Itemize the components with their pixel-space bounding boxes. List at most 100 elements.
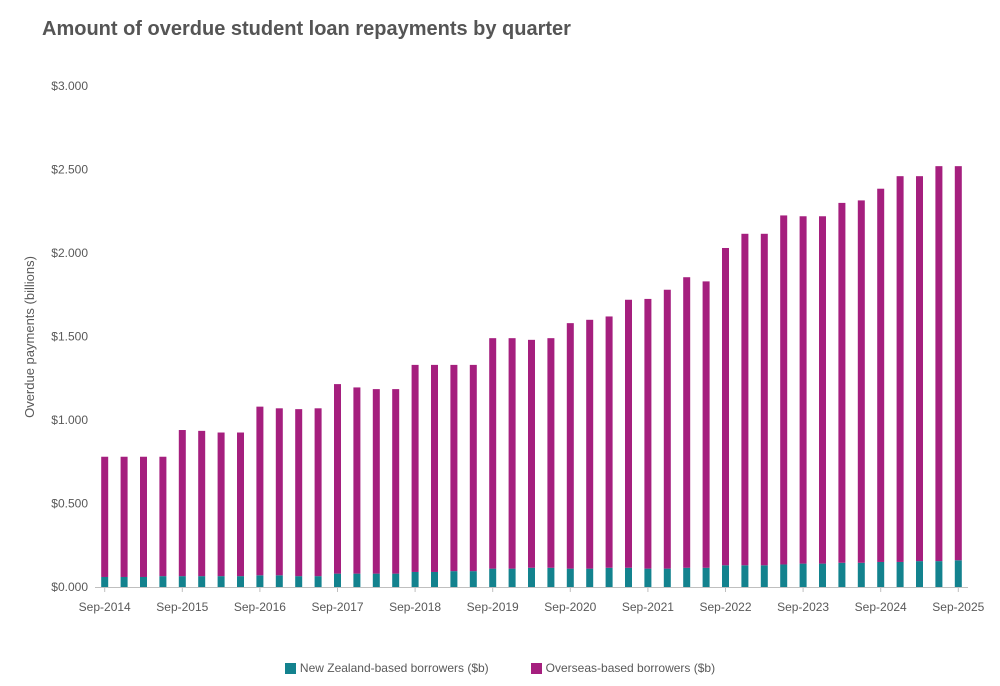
y-tick-label: $2.000	[51, 246, 88, 260]
bar-nz-segment	[702, 567, 710, 587]
bar-overseas-segment	[799, 216, 807, 564]
bar-nz-segment	[780, 564, 788, 587]
y-tick-label: $0.000	[51, 580, 88, 594]
y-axis-label: Overdue payments (billions)	[22, 256, 37, 418]
y-tick-label: $3.000	[51, 79, 88, 93]
bar-nz-segment	[547, 567, 555, 587]
bar-overseas-segment	[508, 338, 516, 569]
bar-nz-segment	[353, 573, 361, 587]
bar-nz-segment	[857, 562, 865, 587]
bar-overseas-segment	[120, 456, 128, 577]
y-tick-label: $1.000	[51, 413, 88, 427]
bar-nz-segment	[392, 573, 400, 587]
legend-label-overseas: Overseas-based borrowers ($b)	[545, 661, 716, 675]
bar-nz-segment	[120, 576, 128, 587]
bar-overseas-segment	[586, 319, 594, 569]
bar-overseas-segment	[159, 456, 167, 577]
bar-nz-segment	[586, 568, 594, 587]
bar-overseas-segment	[780, 215, 788, 565]
bar-nz-segment	[275, 575, 283, 587]
bar-nz-segment	[178, 576, 186, 587]
y-tick-label: $2.500	[51, 163, 88, 177]
bar-overseas-segment	[140, 456, 147, 577]
y-tick-label: $0.500	[51, 497, 88, 511]
bar-overseas-segment	[857, 200, 865, 563]
bar-overseas-segment	[469, 364, 477, 572]
bar-nz-segment	[760, 565, 768, 587]
bar-overseas-segment	[741, 233, 749, 566]
bar-overseas-segment	[178, 430, 186, 577]
bar-nz-segment	[469, 571, 477, 587]
x-tick-label: Sep-2020	[544, 600, 596, 614]
bar-overseas-segment	[954, 166, 962, 561]
legend-item-overseas: Overseas-based borrowers ($b)	[530, 658, 716, 678]
bar-overseas-segment	[392, 389, 400, 574]
bar-nz-segment	[198, 576, 206, 587]
y-tick-label: $1.500	[51, 330, 88, 344]
bar-overseas-segment	[450, 364, 458, 572]
bar-overseas-segment	[489, 338, 497, 569]
chart-area: $0.000 $0.500 $1.000 $1.500 $2.000 $2.500 $3.0…	[22, 79, 985, 614]
bar-overseas-segment	[760, 233, 768, 566]
bar-nz-segment	[508, 568, 516, 587]
bar-overseas-segment	[896, 176, 904, 562]
x-tick-label: Sep-2023	[777, 600, 829, 614]
bar-overseas-segment	[198, 430, 206, 577]
bar-overseas-segment	[819, 216, 826, 564]
bar-nz-segment	[838, 562, 846, 587]
bar-nz-segment	[566, 568, 574, 587]
legend-label-nz: New Zealand-based borrowers ($b)	[299, 661, 489, 675]
bar-overseas-segment	[547, 338, 555, 568]
bar-nz-segment	[683, 567, 691, 587]
bar-nz-segment	[314, 576, 322, 587]
bar-overseas-segment	[916, 176, 923, 562]
bar-overseas-segment	[683, 277, 691, 568]
bar-nz-segment	[334, 573, 341, 587]
legend: New Zealand-based borrowers ($b) Oversea…	[0, 658, 1000, 678]
bar-nz-segment	[217, 576, 225, 587]
bar-nz-segment	[644, 568, 652, 587]
bar-overseas-segment	[935, 166, 943, 562]
bar-nz-segment	[159, 576, 167, 587]
bar-overseas-segment	[722, 247, 729, 566]
bar-overseas-segment	[877, 188, 885, 562]
bar-nz-segment	[237, 576, 244, 587]
x-tick-label: Sep-2016	[234, 600, 286, 614]
bar-nz-segment	[450, 571, 458, 587]
bar-overseas-segment	[644, 298, 652, 569]
bar-nz-segment	[528, 567, 535, 587]
bar-overseas-segment	[431, 364, 438, 572]
x-tick-labels: Sep-2014 Sep-2015 Sep-2016 Sep-2017 Sep-2018…	[79, 587, 985, 614]
bar-nz-segment	[431, 571, 438, 587]
chart-title: Amount of overdue student loan repayment…	[42, 18, 571, 40]
x-tick-label: Sep-2018	[389, 600, 441, 614]
bar-nz-segment	[625, 567, 632, 587]
bar-nz-segment	[954, 560, 962, 587]
y-tick-labels: $0.000 $0.500 $1.000 $1.500 $2.000 $2.500 $3.0…	[51, 79, 88, 594]
bar-nz-segment	[819, 563, 826, 587]
x-tick-label: Sep-2021	[622, 600, 674, 614]
bar-nz-segment	[935, 561, 943, 587]
bar-nz-segment	[877, 561, 885, 587]
bar-overseas-segment	[702, 281, 710, 568]
legend-swatch-nz	[284, 662, 296, 674]
bar-overseas-segment	[314, 408, 322, 577]
legend-item-nz: New Zealand-based borrowers ($b)	[284, 658, 489, 678]
bar-nz-segment	[256, 575, 264, 587]
x-tick-label: Sep-2022	[699, 600, 751, 614]
bar-nz-segment	[722, 565, 729, 587]
bar-nz-segment	[295, 576, 303, 587]
bar-overseas-segment	[256, 406, 264, 576]
bar-overseas-segment	[566, 323, 574, 569]
bar-overseas-segment	[411, 364, 419, 572]
bar-nz-segment	[489, 568, 497, 587]
bar-overseas-segment	[237, 432, 244, 577]
bar-overseas-segment	[295, 409, 303, 577]
bar-overseas-segment	[353, 387, 361, 574]
x-tick-label: Sep-2014	[79, 600, 131, 614]
bar-overseas-segment	[372, 389, 380, 574]
bar-nz-segment	[896, 561, 904, 587]
bar-nz-segment	[741, 565, 749, 587]
bar-overseas-segment	[838, 202, 846, 563]
bar-nz-segment	[663, 568, 671, 587]
